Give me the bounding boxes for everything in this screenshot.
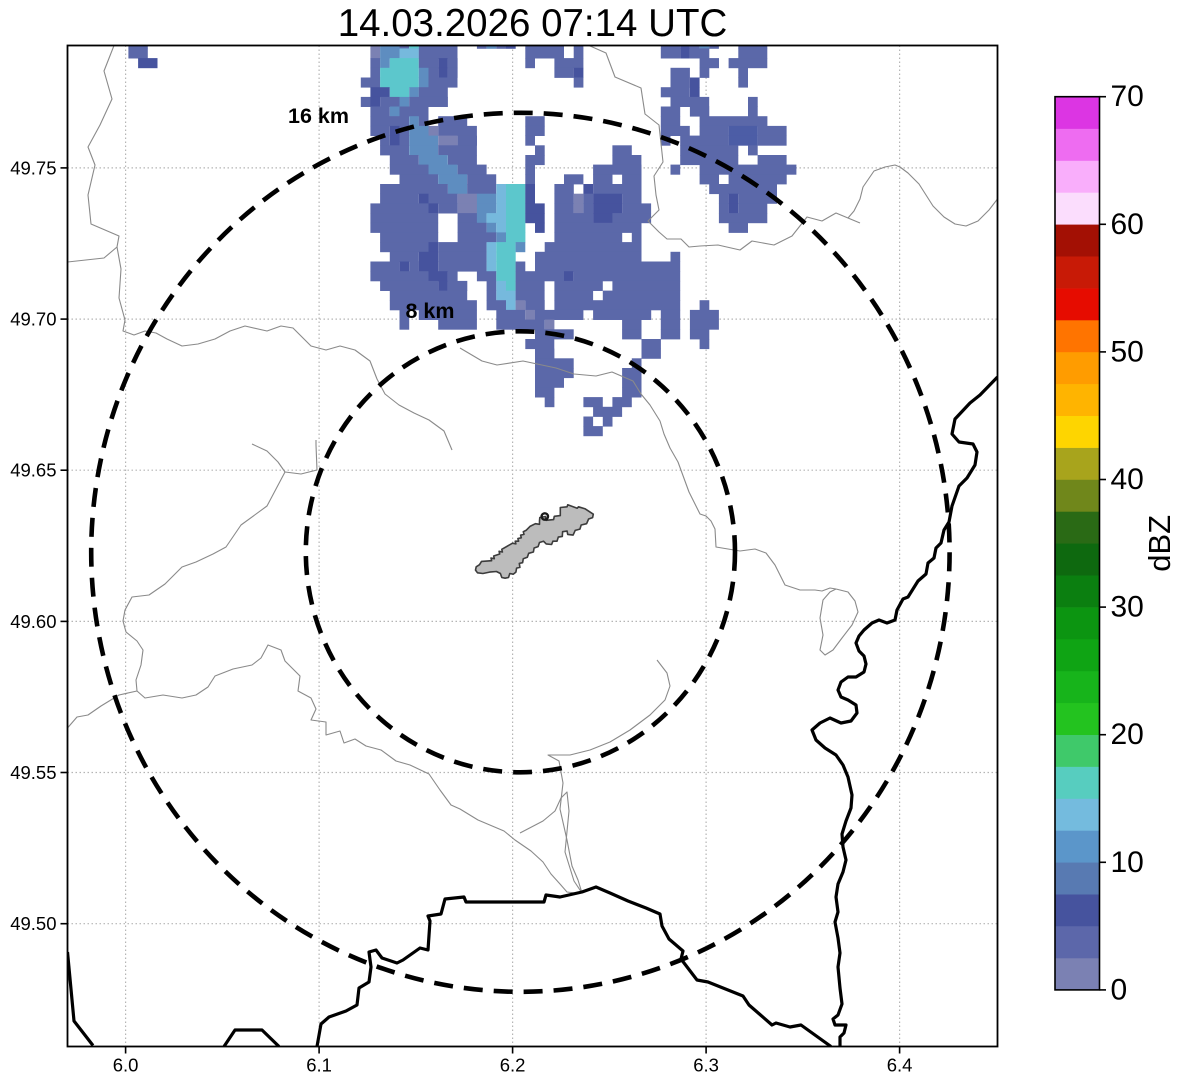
svg-text:0: 0 bbox=[1111, 973, 1128, 1006]
svg-text:49.65: 49.65 bbox=[10, 460, 56, 481]
svg-text:6.2: 6.2 bbox=[500, 1055, 526, 1076]
svg-text:20: 20 bbox=[1111, 718, 1144, 751]
svg-text:49.70: 49.70 bbox=[10, 309, 56, 330]
svg-text:49.75: 49.75 bbox=[10, 157, 56, 178]
svg-text:40: 40 bbox=[1111, 463, 1144, 496]
svg-text:49.60: 49.60 bbox=[10, 611, 56, 632]
svg-text:8 km: 8 km bbox=[405, 299, 454, 323]
svg-text:6.3: 6.3 bbox=[693, 1055, 719, 1076]
svg-text:10: 10 bbox=[1111, 846, 1144, 879]
svg-text:50: 50 bbox=[1111, 335, 1144, 368]
svg-text:60: 60 bbox=[1111, 208, 1144, 241]
svg-text:16 km: 16 km bbox=[288, 104, 349, 128]
svg-text:6.1: 6.1 bbox=[306, 1055, 332, 1076]
svg-text:14.03.2026 07:14 UTC: 14.03.2026 07:14 UTC bbox=[338, 2, 728, 45]
svg-text:30: 30 bbox=[1111, 591, 1144, 624]
svg-text:dBZ: dBZ bbox=[1142, 515, 1177, 572]
svg-text:49.55: 49.55 bbox=[10, 762, 56, 783]
svg-text:6.0: 6.0 bbox=[113, 1055, 139, 1076]
svg-text:49.50: 49.50 bbox=[10, 913, 56, 934]
svg-text:70: 70 bbox=[1111, 80, 1144, 113]
svg-text:6.4: 6.4 bbox=[887, 1055, 913, 1076]
